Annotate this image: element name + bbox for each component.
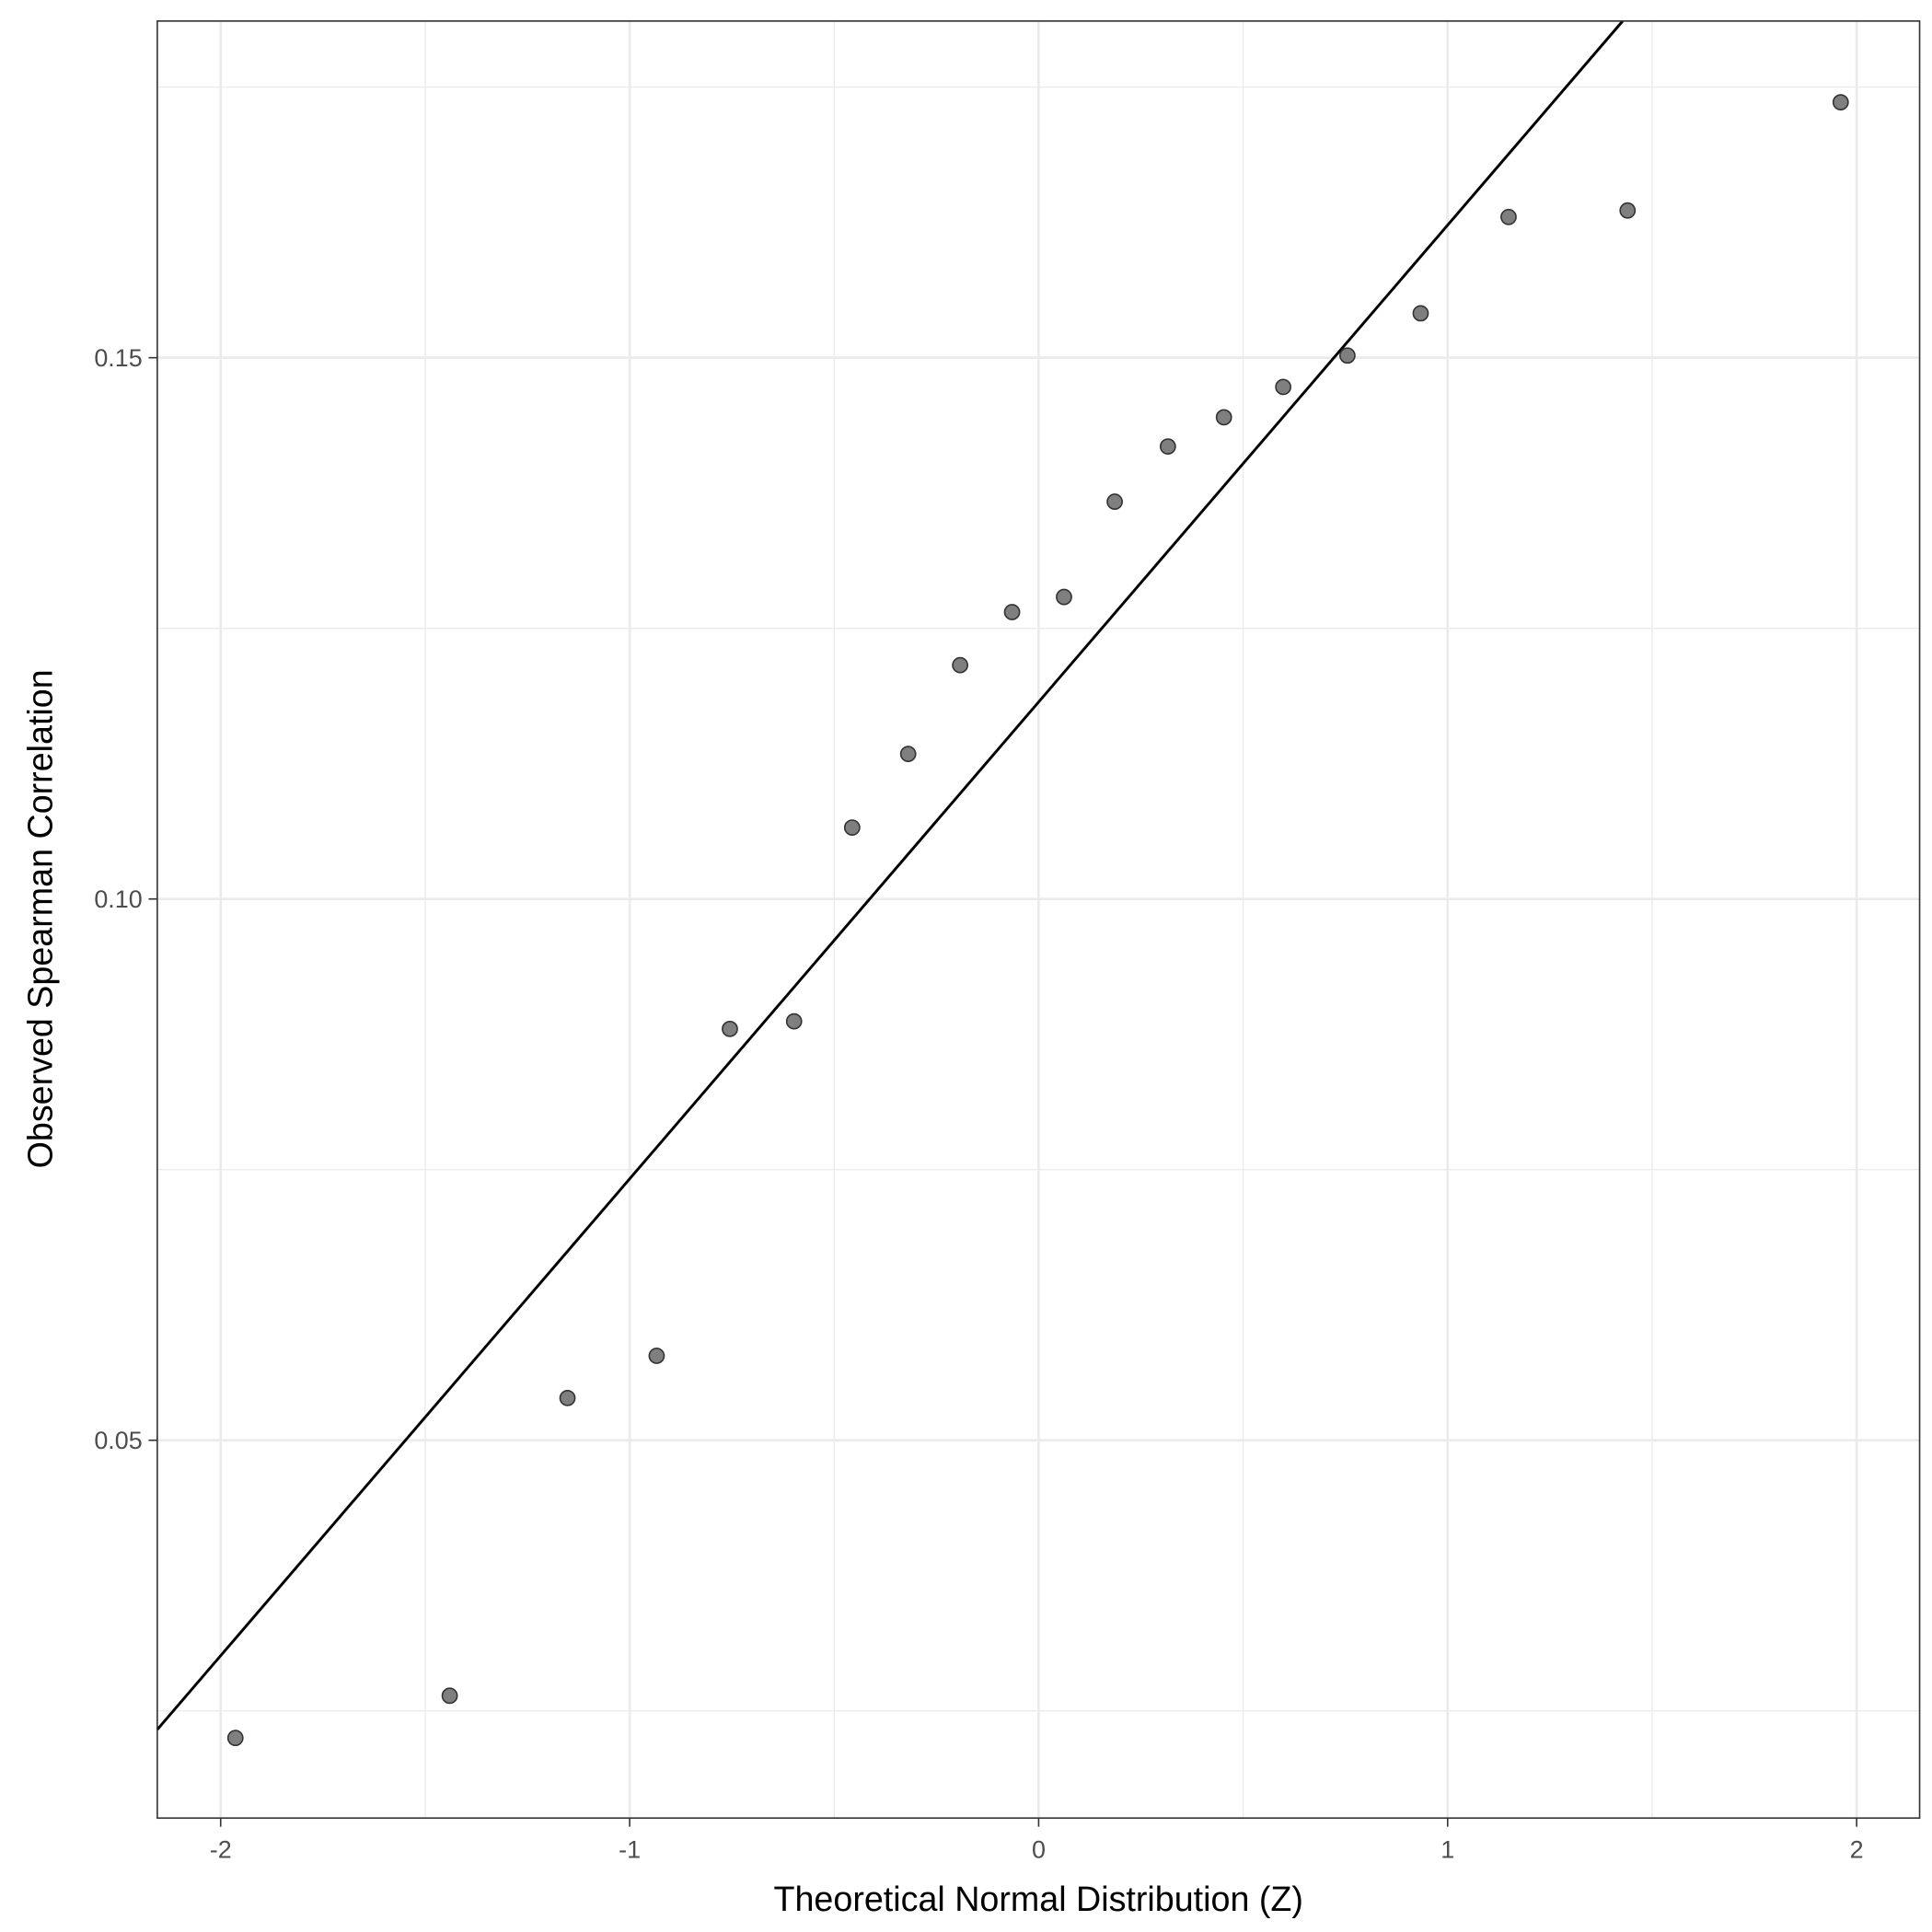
data-point (1056, 588, 1072, 606)
data-point (843, 819, 861, 836)
data-point (1275, 378, 1292, 396)
y-tick-label: 0.15 (94, 344, 142, 372)
x-tick-label: 0 (1032, 1835, 1046, 1863)
data-point (226, 1730, 244, 1747)
data-point (722, 1020, 738, 1037)
data-point (1619, 202, 1637, 219)
x-axis-title: Theoretical Normal Distribution (Z) (773, 1880, 1302, 1918)
data-point (648, 1348, 665, 1364)
data-point (899, 746, 917, 762)
data-points (226, 94, 1849, 1747)
y-axis-title: Observed Spearman Correlation (21, 669, 60, 1168)
data-point (1500, 208, 1517, 226)
x-tick-label: -2 (210, 1835, 232, 1863)
grid-lines (156, 20, 1920, 1819)
data-point (1003, 604, 1021, 620)
x-tick-label: -1 (619, 1835, 641, 1863)
y-tick-label: 0.05 (94, 1427, 142, 1454)
data-point (952, 656, 969, 674)
x-tick-label: 2 (1850, 1835, 1864, 1863)
data-point (1339, 347, 1356, 364)
data-point (785, 1012, 803, 1030)
data-point (559, 1390, 576, 1406)
data-point (1106, 493, 1123, 510)
data-point (441, 1687, 458, 1705)
y-tick-label: 0.10 (94, 885, 142, 913)
data-point (1215, 409, 1232, 426)
reference-line (156, 19, 1625, 1731)
axis-ticks: -2 -1 0 1 2 0.05 0.10 0.15 (94, 344, 1863, 1863)
data-point (1412, 305, 1429, 322)
data-point (1159, 438, 1176, 455)
x-tick-label: 1 (1440, 1835, 1454, 1863)
data-point (1832, 94, 1849, 110)
